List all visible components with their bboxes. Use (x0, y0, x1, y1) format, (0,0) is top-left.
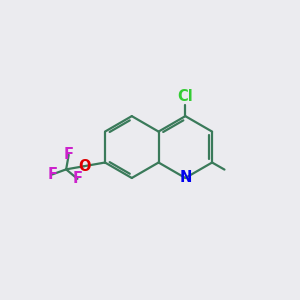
Text: N: N (179, 170, 191, 185)
Text: F: F (72, 171, 82, 186)
Text: F: F (47, 167, 57, 182)
Text: Cl: Cl (178, 89, 193, 104)
Text: F: F (64, 147, 74, 162)
Text: O: O (79, 159, 91, 174)
